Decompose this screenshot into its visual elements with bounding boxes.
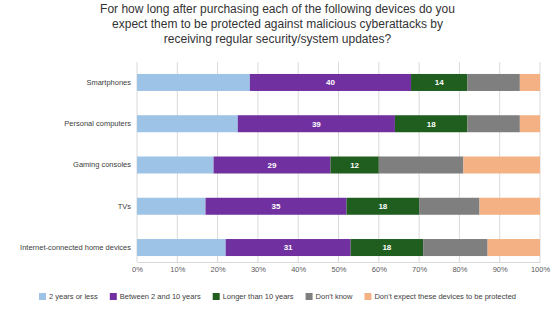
chart: For how long after purchasing each of th… bbox=[0, 0, 555, 312]
legend-swatch bbox=[213, 293, 220, 300]
tick: TVs bbox=[118, 202, 137, 211]
tick: 60% bbox=[372, 262, 387, 274]
bar bbox=[488, 239, 540, 256]
legend-item: Don't expect these devices to be protect… bbox=[364, 292, 516, 301]
bar bbox=[351, 239, 424, 256]
bar bbox=[206, 198, 347, 215]
bar bbox=[480, 198, 540, 215]
bar bbox=[214, 156, 331, 173]
bar bbox=[463, 156, 540, 173]
tick-label: 40% bbox=[291, 265, 306, 274]
bar bbox=[411, 74, 467, 91]
tick-label: Internet-connected home devices bbox=[20, 243, 131, 252]
tick: 30% bbox=[251, 262, 266, 274]
tick-label: 80% bbox=[452, 265, 467, 274]
tick-label: 90% bbox=[493, 265, 508, 274]
data-label: 18 bbox=[382, 243, 391, 252]
tick-label: Personal computers bbox=[64, 119, 131, 128]
legend-item: Between 2 and 10 years bbox=[110, 292, 201, 301]
axis-line bbox=[138, 262, 541, 263]
bars bbox=[137, 74, 540, 256]
legend-label: Between 2 and 10 years bbox=[120, 292, 201, 301]
data-label: 12 bbox=[350, 161, 359, 170]
series bbox=[330, 74, 467, 256]
bar bbox=[137, 239, 226, 256]
legend-swatch bbox=[364, 293, 371, 300]
tick: 20% bbox=[211, 262, 226, 274]
legend: 2 years or less Between 2 and 10 years Lon… bbox=[39, 292, 516, 301]
tick-label: 10% bbox=[170, 265, 185, 274]
tick: 10% bbox=[170, 262, 185, 274]
data-label: 29 bbox=[268, 161, 277, 170]
bar bbox=[347, 198, 420, 215]
legend-label: Don't know bbox=[316, 292, 353, 301]
tick: Internet-connected home devices bbox=[20, 243, 137, 252]
legend-label: 2 years or less bbox=[49, 292, 98, 301]
data-label: 35 bbox=[272, 202, 281, 211]
bar bbox=[238, 115, 395, 132]
x-axis: 0% 10% 20% 30% 40% 50% 60% 70% 80% 90% 100% bbox=[132, 262, 550, 274]
bar bbox=[467, 74, 519, 91]
data-labels: 40 39 29 35 31 14 18 12 18 18 bbox=[268, 78, 445, 252]
tick-label: Gaming consoles bbox=[73, 160, 131, 169]
data-label: 18 bbox=[427, 120, 436, 129]
bar bbox=[137, 115, 238, 132]
tick: Gaming consoles bbox=[73, 160, 137, 169]
tick-label: 20% bbox=[211, 265, 226, 274]
legend-label: Longer than 10 years bbox=[223, 292, 294, 301]
legend-item: Longer than 10 years bbox=[213, 292, 294, 301]
y-axis: Smartphones Personal computers Gaming cons… bbox=[20, 63, 137, 269]
tick: 50% bbox=[331, 262, 346, 274]
bar bbox=[250, 74, 411, 91]
bar bbox=[379, 156, 464, 173]
axis-line bbox=[137, 63, 138, 269]
title-line: For how long after purchasing each of th… bbox=[100, 2, 455, 16]
title-line: receiving regular security/system update… bbox=[164, 32, 392, 46]
data-label: 14 bbox=[435, 78, 444, 87]
tick-label: 70% bbox=[412, 265, 427, 274]
grid bbox=[137, 62, 540, 262]
tick: 0% bbox=[132, 262, 143, 274]
bar bbox=[423, 239, 487, 256]
bar bbox=[137, 198, 206, 215]
data-label: 39 bbox=[312, 120, 321, 129]
series bbox=[463, 74, 540, 256]
bar bbox=[419, 198, 479, 215]
tick: Smartphones bbox=[86, 78, 137, 87]
legend-label: Don't expect these devices to be protect… bbox=[374, 292, 516, 301]
legend-item: Don't know bbox=[306, 292, 353, 301]
tick: 100% bbox=[531, 262, 551, 274]
tick: 70% bbox=[412, 262, 427, 274]
bar bbox=[137, 156, 214, 173]
data-label: 18 bbox=[378, 202, 387, 211]
title-line: expect them to be protected against mali… bbox=[112, 17, 443, 31]
legend-item: 2 years or less bbox=[39, 292, 98, 301]
bar bbox=[520, 115, 540, 132]
data-label: 31 bbox=[284, 243, 293, 252]
tick-label: 0% bbox=[132, 265, 143, 274]
tick: 80% bbox=[452, 262, 467, 274]
tick-label: 50% bbox=[331, 265, 346, 274]
bar bbox=[520, 74, 540, 91]
tick-label: 30% bbox=[251, 265, 266, 274]
bar bbox=[467, 115, 519, 132]
legend-swatch bbox=[110, 293, 117, 300]
data-label: 40 bbox=[326, 78, 335, 87]
tick-label: TVs bbox=[118, 202, 132, 211]
tick: Personal computers bbox=[64, 119, 137, 128]
legend-swatch bbox=[39, 293, 46, 300]
bar bbox=[226, 239, 351, 256]
tick: 40% bbox=[291, 262, 306, 274]
bar bbox=[137, 74, 250, 91]
bar bbox=[330, 156, 378, 173]
tick-label: 60% bbox=[372, 265, 387, 274]
legend-swatch bbox=[306, 293, 313, 300]
tick-label: Smartphones bbox=[86, 78, 131, 87]
tick-label: 100% bbox=[531, 265, 551, 274]
title: For how long after purchasing each of th… bbox=[100, 2, 455, 46]
tick: 90% bbox=[493, 262, 508, 274]
bar bbox=[395, 115, 468, 132]
